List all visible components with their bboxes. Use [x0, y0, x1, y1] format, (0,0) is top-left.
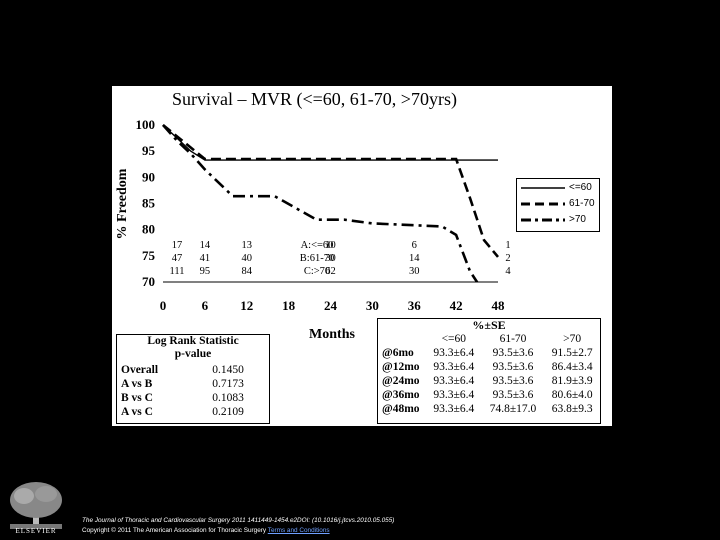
log-rank-subtitle: p-value	[174, 348, 212, 360]
terms-link[interactable]: Terms and Conditions	[267, 527, 330, 534]
at-risk-count: 84	[242, 266, 253, 277]
legend-dashdot-line-icon	[521, 218, 565, 222]
x-tick-label: 42	[450, 298, 463, 313]
log-rank-title: Log Rank Statistic	[147, 335, 239, 347]
citation: The Journal of Thoracic and Cardiovascul…	[82, 517, 395, 524]
survival-se-table: %±SE <=60 61-70 >70 @6mo 93.3±6.4 93.5±3.6…	[377, 318, 601, 424]
table-row: @48mo 93.3±6.4 74.8±17.0 63.8±9.3	[382, 403, 593, 415]
y-tick-label: 95	[142, 143, 156, 158]
at-risk-count: 6	[412, 240, 417, 251]
x-tick-label: 24	[324, 298, 338, 313]
table-header-row: <=60 61-70 >70	[441, 333, 582, 345]
table-row: @36mo 93.3±6.4 93.5±3.6 80.6±4.0	[382, 389, 593, 401]
x-tick-label: 6	[202, 298, 209, 313]
legend-item-61-70: 61-70	[517, 197, 599, 211]
legend: <=60 61-70 >70	[516, 178, 600, 232]
at-risk-count: 10	[325, 240, 336, 251]
legend-dashed-line-icon	[521, 202, 565, 206]
at-risk-count: 30	[409, 266, 420, 277]
x-axis-label: Months	[309, 327, 355, 342]
at-risk-count: 95	[200, 266, 211, 277]
legend-label: >70	[569, 214, 586, 225]
at-risk-count: 40	[242, 253, 253, 264]
at-risk-numbers: 17 14 13 10 6 1 A:<=60 47 41 40 30 14 2 B:61-70 111 95 8…	[170, 240, 512, 277]
y-axis-label: % Freedom	[115, 168, 130, 239]
x-tick-label: 36	[408, 298, 422, 313]
at-risk-count: 47	[172, 253, 183, 264]
se-table-title: %±SE	[472, 318, 506, 332]
series-line-0	[162, 124, 498, 161]
series-lines	[162, 123, 499, 282]
y-tick-label: 80	[142, 222, 155, 237]
series-line-2	[162, 124, 479, 282]
at-risk-count: 111	[170, 266, 185, 277]
y-tick-label: 75	[142, 248, 156, 263]
copyright: Copyright © 2011 The American Associatio…	[82, 527, 267, 534]
legend-label: <=60	[569, 182, 592, 193]
series-line-1	[162, 123, 499, 258]
at-risk-count: 14	[409, 253, 420, 264]
at-risk-count: 14	[200, 240, 211, 251]
y-tick-label: 70	[142, 274, 155, 289]
survival-chart: Survival – MVR (<=60, 61-70, >70yrs) % F…	[115, 89, 512, 342]
at-risk-group-label: C:>70	[304, 266, 330, 277]
y-tick-labels: 100 95 90 85 80 75 70	[136, 117, 156, 289]
at-risk-group-label: A:<=60	[301, 240, 334, 251]
x-tick-label: 0	[160, 298, 167, 313]
chart-title: Survival – MVR (<=60, 61-70, >70yrs)	[172, 89, 457, 110]
x-tick-label: 30	[366, 298, 379, 313]
at-risk-count: 30	[325, 253, 336, 264]
elsevier-tree-icon	[10, 482, 62, 529]
copyright-line: Copyright © 2011 The American Associatio…	[82, 526, 394, 536]
at-risk-count: 1	[505, 240, 510, 251]
x-tick-label: 12	[240, 298, 253, 313]
at-risk-count: 13	[242, 240, 253, 251]
legend-label: 61-70	[569, 198, 595, 209]
legend-item-gt70: >70	[517, 213, 599, 227]
table-row: B vs C 0.1083	[121, 392, 244, 404]
survival-figure: Survival – MVR (<=60, 61-70, >70yrs) % F…	[112, 86, 612, 426]
footer: The Journal of Thoracic and Cardiovascul…	[82, 516, 394, 536]
legend-solid-line-icon	[521, 187, 565, 189]
table-row: @24mo 93.3±6.4 93.5±3.6 81.9±3.9	[382, 375, 593, 387]
x-tick-labels: 0 6 12 18 24 30 36 42 48	[160, 298, 505, 313]
table-row: @12mo 93.3±6.4 93.5±3.6 86.4±3.4	[382, 361, 593, 373]
x-tick-label: 18	[282, 298, 296, 313]
log-rank-table: Log Rank Statistic p-value Overall 0.1450…	[116, 334, 270, 424]
table-row: A vs C 0.2109	[121, 406, 244, 418]
table-row: Overall 0.1450	[121, 364, 244, 376]
y-tick-label: 100	[136, 117, 156, 132]
table-row: @6mo 93.3±6.4 93.5±3.6 91.5±2.7	[382, 347, 593, 359]
legend-item-le60: <=60	[517, 181, 599, 195]
at-risk-count: 62	[325, 266, 336, 277]
table-row: A vs B 0.7173	[121, 378, 244, 390]
y-tick-label: 90	[142, 169, 155, 184]
at-risk-count: 2	[505, 253, 510, 264]
at-risk-group-label: B:61-70	[300, 253, 334, 264]
at-risk-count: 4	[505, 266, 511, 277]
y-tick-label: 85	[142, 196, 156, 211]
elsevier-logo-text: ELSEVIER	[15, 527, 57, 535]
x-tick-label: 48	[492, 298, 506, 313]
at-risk-count: 17	[172, 240, 183, 251]
at-risk-count: 41	[200, 253, 211, 264]
